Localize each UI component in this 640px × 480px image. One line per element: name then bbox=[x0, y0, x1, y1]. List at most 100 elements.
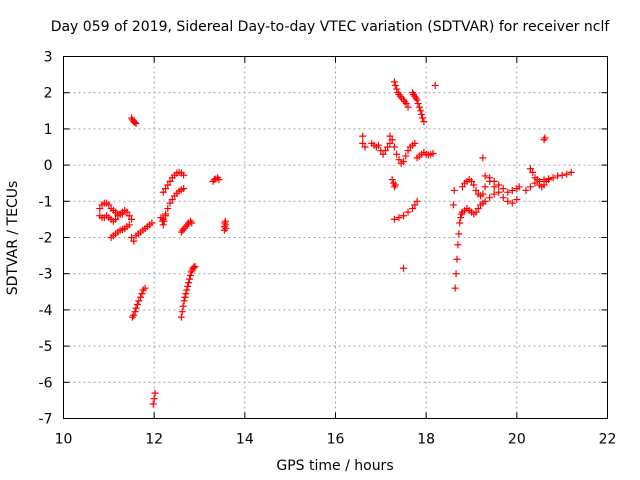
data-point bbox=[481, 172, 489, 180]
data-point bbox=[413, 96, 421, 104]
data-point bbox=[515, 183, 523, 191]
data-point bbox=[390, 179, 398, 187]
x-tick-label: 10 bbox=[55, 432, 73, 448]
plot-frame bbox=[63, 56, 608, 419]
data-point bbox=[567, 168, 575, 176]
data-point bbox=[554, 172, 562, 180]
data-point bbox=[474, 205, 482, 213]
data-point bbox=[508, 199, 516, 207]
data-point bbox=[164, 181, 172, 189]
data-point bbox=[180, 185, 188, 193]
data-point bbox=[415, 103, 423, 111]
data-point bbox=[533, 176, 541, 184]
x-tick-label: 20 bbox=[508, 432, 526, 448]
marks-layer bbox=[96, 78, 575, 408]
y-tick-label: -3 bbox=[39, 267, 53, 283]
data-point bbox=[419, 114, 427, 122]
series-arc02 bbox=[96, 210, 126, 225]
data-point bbox=[386, 139, 394, 147]
data-point bbox=[495, 181, 503, 189]
series-arc24 bbox=[458, 174, 523, 200]
data-point bbox=[404, 208, 412, 216]
data-point bbox=[168, 195, 176, 203]
data-point bbox=[393, 85, 401, 93]
data-point bbox=[139, 286, 147, 294]
data-point bbox=[472, 208, 480, 216]
data-point bbox=[395, 214, 403, 222]
data-point bbox=[132, 119, 140, 127]
data-point bbox=[390, 78, 398, 86]
series-arc27 bbox=[526, 165, 553, 191]
x-axis-label: GPS time / hours bbox=[276, 458, 393, 474]
series-arc10 bbox=[157, 212, 169, 229]
data-point bbox=[164, 205, 172, 213]
series-arc18 bbox=[409, 89, 428, 126]
data-point bbox=[118, 210, 126, 218]
data-point bbox=[417, 107, 425, 115]
data-point bbox=[141, 284, 149, 292]
data-point bbox=[386, 132, 394, 140]
series-arc19 bbox=[413, 148, 437, 162]
data-point bbox=[490, 190, 498, 198]
series-arc28 bbox=[540, 134, 549, 144]
series-arc07 bbox=[149, 389, 159, 408]
data-point bbox=[450, 186, 458, 194]
data-point bbox=[490, 183, 498, 191]
data-point bbox=[179, 302, 187, 310]
data-point bbox=[150, 395, 158, 403]
data-point bbox=[149, 400, 157, 408]
data-point bbox=[393, 150, 401, 158]
data-point bbox=[400, 264, 407, 272]
data-point bbox=[177, 313, 185, 321]
data-point bbox=[361, 143, 369, 151]
data-point bbox=[130, 237, 138, 245]
x-tick-label: 14 bbox=[236, 432, 254, 448]
data-point bbox=[151, 389, 159, 397]
data-point bbox=[481, 183, 489, 191]
data-point bbox=[479, 154, 487, 162]
data-point bbox=[458, 183, 466, 191]
data-point bbox=[400, 212, 407, 220]
y-tick-label: -5 bbox=[39, 339, 53, 355]
data-point bbox=[137, 293, 145, 301]
data-point bbox=[411, 201, 419, 209]
data-point bbox=[455, 230, 463, 238]
data-point bbox=[452, 270, 460, 278]
data-point bbox=[558, 171, 566, 179]
data-point bbox=[381, 147, 389, 155]
data-point bbox=[449, 201, 457, 209]
data-point bbox=[112, 215, 120, 223]
series-arc16 bbox=[386, 132, 419, 167]
series-arc26 bbox=[522, 168, 575, 194]
data-point bbox=[162, 212, 169, 220]
y-tick-label: 1 bbox=[44, 122, 53, 138]
data-point bbox=[186, 272, 194, 280]
data-point bbox=[157, 214, 165, 222]
data-point bbox=[131, 308, 139, 316]
series-arc09 bbox=[159, 185, 188, 223]
data-point bbox=[391, 181, 399, 189]
x-tick-label: 12 bbox=[145, 432, 163, 448]
data-point bbox=[404, 147, 412, 155]
data-point bbox=[222, 224, 230, 232]
chart-title: Day 059 of 2019, Sidereal Day-to-day VTE… bbox=[51, 19, 611, 35]
data-point bbox=[390, 215, 398, 223]
y-tick-label: -1 bbox=[39, 194, 53, 210]
data-point bbox=[215, 176, 223, 184]
data-point bbox=[479, 190, 487, 198]
data-point bbox=[188, 219, 196, 227]
data-point bbox=[133, 300, 141, 308]
data-point bbox=[181, 293, 189, 301]
data-point bbox=[166, 199, 174, 207]
data-point bbox=[499, 194, 507, 202]
series-arc06 bbox=[128, 284, 149, 321]
data-point bbox=[522, 186, 530, 194]
data-point bbox=[413, 197, 421, 205]
data-point bbox=[563, 170, 571, 178]
series-arc25 bbox=[481, 172, 521, 207]
data-point bbox=[457, 214, 465, 222]
data-point bbox=[431, 81, 439, 89]
series-arc21 bbox=[390, 197, 421, 223]
y-tick-label: 3 bbox=[44, 50, 53, 66]
